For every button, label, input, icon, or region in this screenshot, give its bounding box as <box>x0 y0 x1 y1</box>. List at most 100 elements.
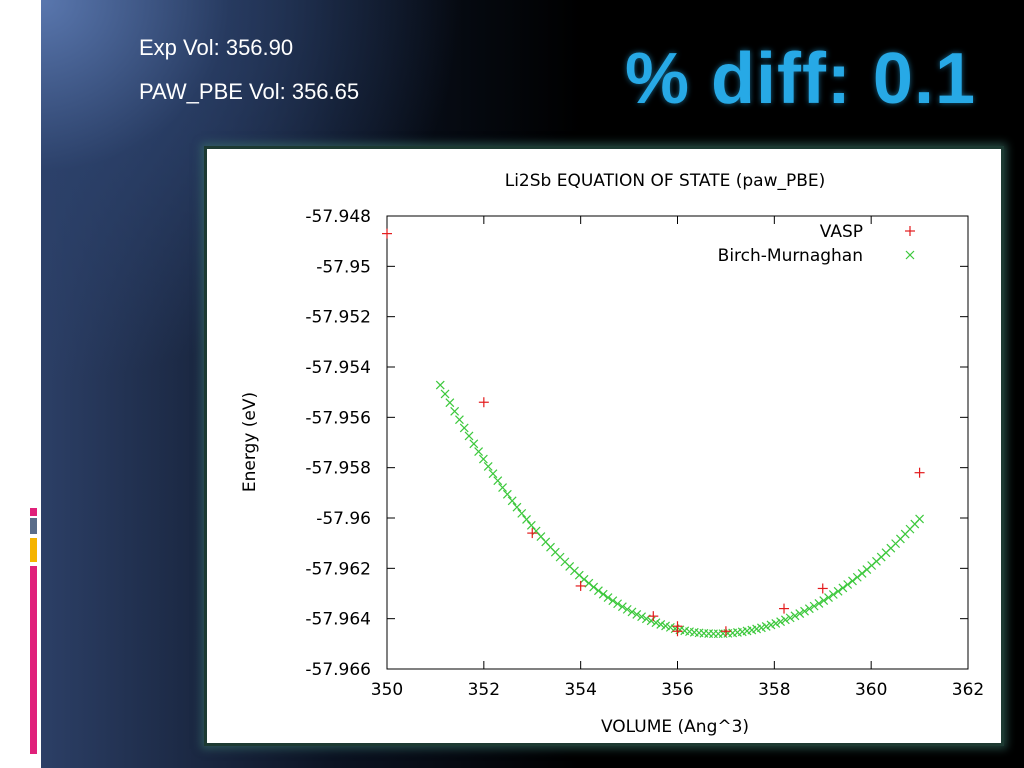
bm-point <box>833 586 843 596</box>
bm-point <box>790 611 800 621</box>
bm-point <box>828 590 838 599</box>
bm-point <box>469 439 479 449</box>
legend-marker-vasp <box>905 226 915 236</box>
plot-area-border <box>386 215 969 670</box>
bm-point <box>656 619 666 629</box>
bm-point <box>512 502 522 512</box>
bm-point <box>915 514 925 524</box>
vasp-point <box>817 583 828 594</box>
bm-point <box>843 580 853 589</box>
y-axis-label: Energy (eV) <box>240 392 260 492</box>
bm-point <box>507 496 517 506</box>
y-tick-label: -57.962 <box>305 559 371 579</box>
vasp-point <box>527 528 538 539</box>
bm-point <box>804 604 814 614</box>
bm-point <box>435 380 445 390</box>
bm-point <box>526 520 536 530</box>
x-tick-label: 354 <box>564 680 596 700</box>
bm-point <box>848 576 857 586</box>
legend: VASP Birch-Murnaghan <box>718 222 915 266</box>
bm-point <box>483 462 493 471</box>
bm-point <box>622 604 632 614</box>
exp-vol-text: Exp Vol: 356.90 <box>139 35 294 60</box>
y-tick-label: -57.952 <box>305 308 371 328</box>
accent-bar-yellow <box>30 538 37 562</box>
x-tick-label: 360 <box>855 680 887 700</box>
bm-point <box>780 615 790 625</box>
series-vasp <box>382 228 925 637</box>
vasp-point <box>648 611 659 622</box>
bm-point <box>857 569 867 578</box>
bm-point <box>661 621 670 631</box>
y-tick-label: -57.96 <box>316 509 371 529</box>
bm-point <box>819 596 829 605</box>
bm-point <box>824 593 833 603</box>
bm-point <box>598 589 608 599</box>
x-axis-ticks: 350 352 354 356 358 360 362 <box>371 216 984 700</box>
vasp-point <box>720 626 731 637</box>
bm-point <box>517 508 527 518</box>
bm-point <box>814 598 824 608</box>
bm-point <box>502 489 512 499</box>
bm-point <box>464 431 474 441</box>
x-tick-label: 362 <box>952 680 984 700</box>
y-tick-label: -57.948 <box>305 207 371 227</box>
paw-vol-text: PAW_PBE Vol: 356.65 <box>139 79 360 104</box>
bm-point <box>800 606 809 616</box>
bm-point <box>776 617 786 627</box>
bm-point <box>450 406 460 416</box>
bm-point <box>838 583 848 593</box>
y-tick-label: -57.954 <box>305 358 371 378</box>
vasp-point <box>478 397 489 408</box>
bm-point <box>584 578 594 588</box>
bm-point <box>478 454 488 464</box>
y-tick-label: -57.958 <box>305 459 371 479</box>
bm-point <box>627 607 637 617</box>
chart-title: Li2Sb EQUATION OF STATE (paw_PBE) <box>505 171 826 191</box>
accent-bar-pink-long <box>30 566 37 754</box>
bm-point <box>440 389 450 399</box>
bm-point <box>498 483 507 492</box>
bm-point <box>493 476 503 486</box>
bm-point <box>761 622 771 631</box>
eos-chart: Li2Sb EQUATION OF STATE (paw_PBE) 350 352… <box>240 171 984 737</box>
bm-point <box>852 572 862 582</box>
vasp-point <box>779 603 790 614</box>
vasp-point <box>914 467 925 478</box>
bm-point <box>617 602 627 612</box>
vasp-point <box>672 621 683 632</box>
bm-point <box>522 514 531 524</box>
x-tick-label: 352 <box>468 680 500 700</box>
x-tick-label: 350 <box>371 680 403 700</box>
y-tick-label: -57.964 <box>305 610 371 630</box>
bm-point <box>488 469 498 479</box>
bm-point <box>637 612 646 622</box>
bm-point <box>771 618 781 628</box>
accent-bar-pink-top <box>30 508 37 516</box>
bm-point <box>809 601 819 611</box>
bm-point <box>589 582 599 592</box>
legend-label-vasp: VASP <box>820 222 863 242</box>
bm-point <box>474 447 484 456</box>
y-axis-ticks: -57.948 -57.95 -57.952 -57.954 -57.956 -57.95… <box>305 207 968 680</box>
bm-point <box>766 620 776 630</box>
series-birch-murnaghan <box>435 380 925 639</box>
accent-bar-slate <box>30 518 37 534</box>
y-tick-label: -57.966 <box>305 660 371 680</box>
y-tick-label: -57.95 <box>316 257 371 277</box>
bm-point <box>594 586 603 596</box>
legend-bm-glyph <box>905 250 915 260</box>
x-tick-label: 358 <box>758 680 790 700</box>
x-tick-label: 356 <box>661 680 693 700</box>
percent-diff-headline: % diff: 0.1 <box>624 39 976 119</box>
bm-point <box>632 609 642 619</box>
legend-label-birch-murnaghan: Birch-Murnaghan <box>718 246 863 266</box>
bm-point <box>445 398 455 408</box>
bm-point <box>455 415 464 425</box>
chart-frame: Li2Sb EQUATION OF STATE (paw_PBE) 350 352… <box>204 146 1004 746</box>
bm-point <box>613 599 623 609</box>
legend-vasp-glyph <box>905 226 915 236</box>
legend-marker-birch-murnaghan <box>905 250 915 260</box>
bm-point <box>785 613 795 623</box>
vasp-point <box>575 580 586 591</box>
